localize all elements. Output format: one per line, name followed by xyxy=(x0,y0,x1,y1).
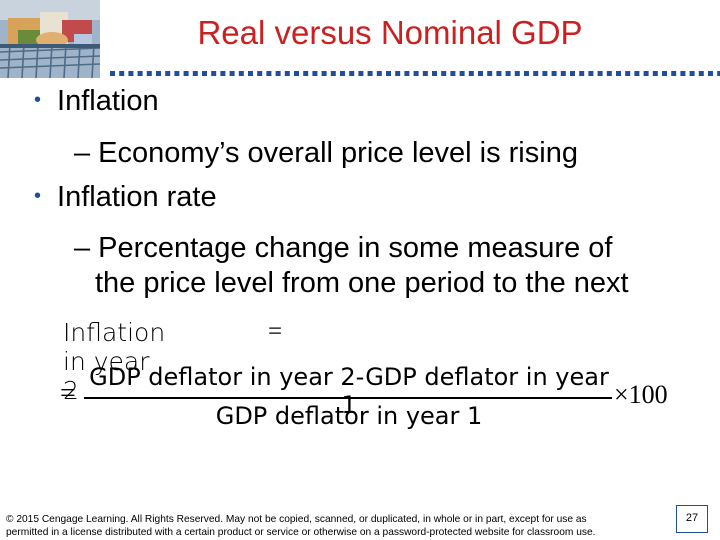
sub-bullet-inflation: – Economy’s overall price level is risin… xyxy=(74,137,578,169)
bullet-icon: • xyxy=(34,89,42,111)
footer-line-1: © 2015 Cengage Learning. All Rights Rese… xyxy=(6,514,587,525)
bullet-inflation: • Inflation xyxy=(34,85,159,118)
formula-equals: = xyxy=(268,318,283,345)
bullet-inflation-rate: • Inflation rate xyxy=(34,181,217,214)
formula-numerator: GDP deflator in year 2-GDP deflator in y… xyxy=(89,363,609,419)
slide-title: Real versus Nominal GDP xyxy=(197,14,583,51)
formula-equals-second: = xyxy=(60,378,76,409)
formula-multiplier: ×100 xyxy=(614,380,668,409)
bullet-icon: • xyxy=(34,185,42,207)
title-divider xyxy=(110,71,720,76)
sub-bullet-rate-line1: – Percentage change in some measure of xyxy=(74,232,613,264)
copyright-footer: © 2015 Cengage Learning. All Rights Rese… xyxy=(6,514,646,539)
bullet-text: Inflation xyxy=(57,85,159,117)
fraction-bar xyxy=(84,397,612,399)
footer-line-2: permitted in a license distributed with … xyxy=(6,526,596,538)
formula-label: Inflation in year 2 xyxy=(63,318,166,405)
formula-denominator: GDP deflator in year 1 xyxy=(215,402,483,430)
bullet-text: Inflation rate xyxy=(57,181,217,213)
page-number: 27 xyxy=(676,505,708,533)
shopping-cart-photo xyxy=(0,0,100,78)
sub-bullet-rate-line2: the price level from one period to the n… xyxy=(95,267,629,299)
